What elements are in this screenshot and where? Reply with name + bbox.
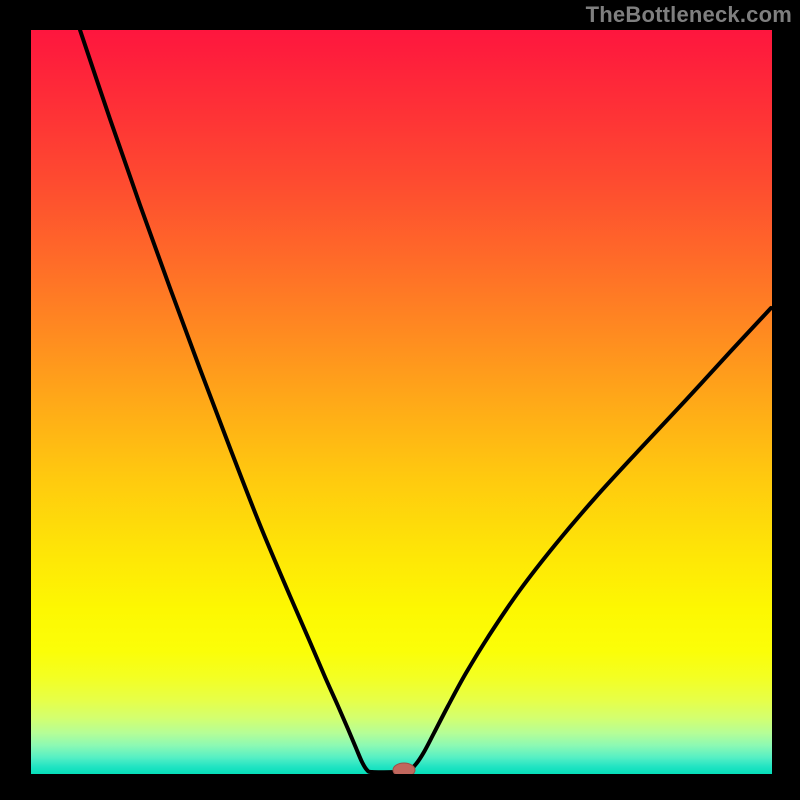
bottleneck-chart bbox=[0, 0, 800, 800]
watermark-text: TheBottleneck.com bbox=[586, 2, 792, 28]
chart-container: { "watermark": { "text": "TheBottleneck.… bbox=[0, 0, 800, 800]
plot-area bbox=[31, 30, 772, 774]
